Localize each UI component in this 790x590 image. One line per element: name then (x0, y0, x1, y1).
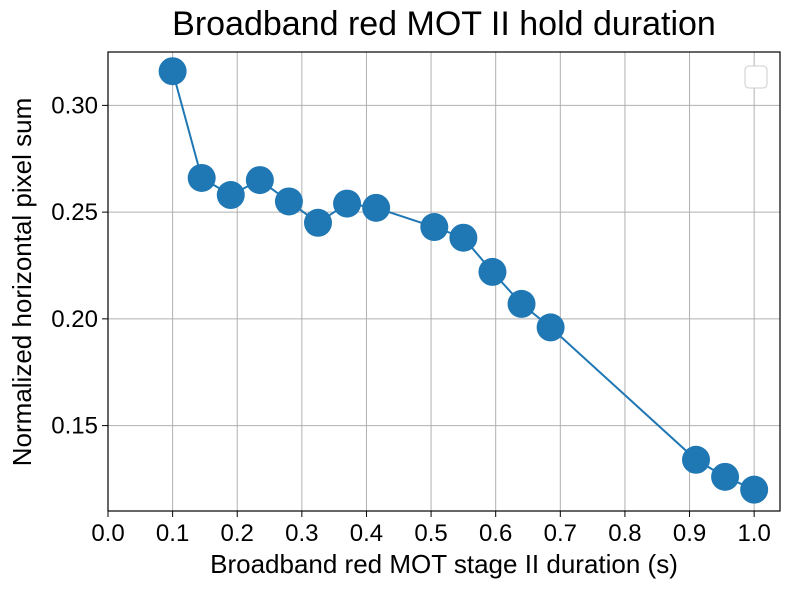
x-tick-label: 0.6 (479, 520, 512, 547)
x-tick-label: 1.0 (737, 520, 770, 547)
plot-frame (107, 51, 781, 512)
x-tick-label: 0.0 (91, 520, 124, 547)
legend-box (744, 65, 768, 89)
data-point (740, 475, 769, 504)
grid-lines (107, 52, 780, 511)
y-axis-label: Normalized horizontal pixel sum (7, 98, 37, 466)
data-point (682, 445, 710, 474)
x-tick-label: 0.2 (221, 520, 254, 547)
x-axis-label: Broadband red MOT stage II duration (s) (210, 549, 678, 579)
y-tick-label: 0.20 (51, 306, 98, 333)
data-point (333, 189, 362, 218)
data-point (304, 208, 332, 237)
x-tick-label: 0.4 (350, 520, 383, 547)
x-tick-label: 0.7 (544, 520, 577, 547)
chart-title: Broadband red MOT II hold duration (172, 5, 716, 43)
data-point (478, 257, 507, 286)
y-axis-ticks: 0.15 0.20 0.25 0.30 (51, 92, 108, 440)
data-point (449, 223, 478, 252)
series-line (171, 70, 755, 491)
x-tick-label: 0.9 (673, 520, 706, 547)
data-point (507, 289, 536, 318)
data-point (420, 213, 449, 242)
y-tick-label: 0.30 (51, 92, 98, 119)
data-point (216, 181, 245, 210)
data-point (158, 57, 187, 86)
x-tick-label: 0.3 (285, 520, 318, 547)
data-point (274, 187, 303, 216)
x-tick-label: 0.8 (608, 520, 641, 547)
x-tick-label: 0.1 (156, 520, 189, 547)
data-point (711, 462, 740, 491)
y-tick-label: 0.25 (51, 199, 98, 226)
data-point (187, 163, 216, 192)
data-point (362, 193, 391, 222)
y-tick-label: 0.15 (51, 413, 98, 440)
x-axis-ticks: 0.0 0.1 0.2 0.3 0.4 0.5 0.6 0.7 0.8 0.9 1.0 (91, 511, 771, 547)
series-layer (158, 57, 769, 504)
data-point (536, 313, 565, 342)
x-tick-label: 0.5 (414, 520, 447, 547)
data-point (245, 166, 274, 195)
